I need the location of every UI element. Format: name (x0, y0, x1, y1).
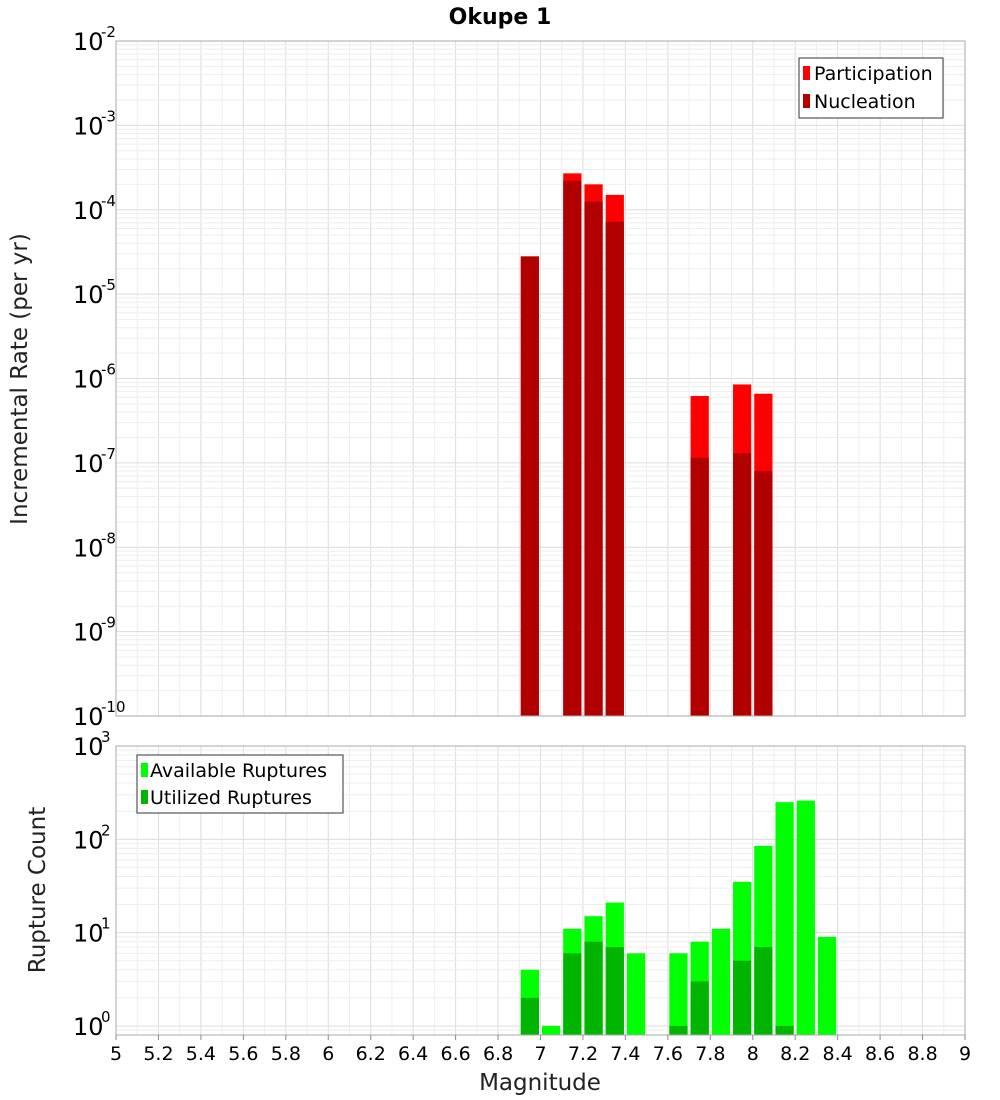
rate-bar-secondary (754, 471, 773, 716)
legend-label-available: Available Ruptures (150, 760, 327, 782)
count-y-tick-label: 10 (73, 733, 104, 761)
count-bar-primary (669, 953, 688, 1035)
rate-y-tick-label: 10 (73, 703, 104, 731)
count-bar-secondary (605, 947, 624, 1035)
x-tick-label: 5.4 (186, 1043, 216, 1065)
rate-y-tick-exponent: -5 (101, 276, 116, 294)
rate-legend: Participation Nucleation (798, 57, 944, 119)
rate-grid (115, 40, 966, 717)
rate-y-tick-label: 10 (73, 197, 104, 225)
x-tick-label: 8.8 (907, 1043, 937, 1065)
rate-y-tick-exponent: -6 (101, 361, 116, 379)
rate-bar-secondary (733, 453, 752, 716)
rate-legend-box (798, 57, 944, 119)
legend-swatch-nucleation (803, 94, 810, 108)
rate-bar-secondary (584, 201, 603, 716)
legend-label-nucleation: Nucleation (814, 91, 916, 113)
count-bar-secondary (690, 981, 709, 1035)
count-y-tick-exponent: 1 (101, 915, 111, 933)
count-bar-secondary (775, 1025, 794, 1035)
x-tick-label: 5 (110, 1043, 122, 1065)
rate-y-tick-label: 10 (73, 28, 104, 56)
rate-y-tick-label: 10 (73, 619, 104, 647)
rate-y-tick-exponent: -3 (101, 107, 116, 125)
rate-plot-frame (115, 40, 966, 717)
count-bar-secondary (563, 953, 582, 1035)
count-bar-primary (626, 953, 646, 1035)
count-y-tick-label: 10 (73, 920, 104, 948)
x-tick-label: 7.4 (610, 1043, 640, 1065)
x-axis-label: Magnitude (479, 1070, 601, 1096)
x-tick-label: 5.8 (271, 1043, 301, 1065)
x-tick-label: 6.8 (483, 1043, 513, 1065)
x-tick-label: 9 (959, 1043, 971, 1065)
count-bar-secondary (669, 1025, 688, 1035)
count-y-tick-exponent: 3 (101, 728, 111, 746)
x-tick-label: 6 (322, 1043, 334, 1065)
x-tick-label: 5.2 (143, 1043, 173, 1065)
legend-swatch-participation (803, 66, 810, 80)
rate-y-axis-label: Incremental Rate (per yr) (7, 233, 33, 525)
x-tick-label: 6.6 (440, 1043, 470, 1065)
x-tick-label: 6.2 (356, 1043, 386, 1065)
count-bar-primary (542, 1025, 561, 1035)
rate-y-tick-exponent: -9 (101, 614, 116, 632)
count-bar-primary (775, 802, 794, 1035)
count-y-tick-exponent: 0 (101, 1008, 111, 1026)
count-legend: Available Ruptures Utilized Ruptures (136, 754, 344, 814)
rate-bar-secondary (520, 256, 539, 716)
x-tick-label: 7.6 (653, 1043, 683, 1065)
count-bar-secondary (733, 960, 752, 1035)
rate-y-tick-exponent: -4 (101, 192, 116, 210)
x-tick-label: 8.2 (780, 1043, 810, 1065)
rate-y-tick-label: 10 (73, 534, 104, 562)
x-tick-label: 8.6 (865, 1043, 895, 1065)
legend-label-participation: Participation (814, 63, 933, 85)
count-y-tick-label: 10 (73, 1013, 104, 1041)
legend-swatch-utilized (141, 790, 148, 804)
chart-title: Okupe 1 (449, 5, 552, 30)
count-bar-secondary (584, 941, 603, 1035)
count-bars (520, 800, 837, 1035)
x-tick-label: 8 (747, 1043, 759, 1065)
count-y-tick-label: 10 (73, 826, 104, 854)
rate-y-tick-label: 10 (73, 450, 104, 478)
rate-bar-secondary (605, 221, 624, 716)
count-legend-box (136, 754, 344, 814)
rate-bar-secondary (690, 457, 709, 716)
rate-y-tick-label: 10 (73, 112, 104, 140)
count-bar-secondary (520, 997, 539, 1035)
x-tick-label: 6.4 (398, 1043, 428, 1065)
rate-bars (520, 173, 773, 717)
legend-swatch-available (141, 763, 148, 777)
x-tick-label: 7 (534, 1043, 546, 1065)
count-bar-primary (796, 800, 815, 1035)
count-bar-secondary (754, 947, 773, 1035)
rate-y-tick-label: 10 (73, 281, 104, 309)
count-x-ticks: 5 5.2 5.4 5.6 5.8 6 6.2 6.4 6.6 6.8 7 7.2 7.4 7.6 7.8 8… (110, 1035, 971, 1065)
rate-y-tick-exponent: -2 (101, 23, 116, 41)
rate-y-tick-exponent: -8 (101, 529, 116, 547)
legend-label-utilized: Utilized Ruptures (150, 787, 312, 809)
rate-y-tick-exponent: -7 (101, 445, 116, 463)
count-y-axis-label: Rupture Count (25, 807, 51, 973)
x-tick-label: 5.6 (228, 1043, 258, 1065)
count-bar-primary (711, 928, 731, 1035)
x-tick-label: 7.2 (568, 1043, 598, 1065)
rate-bar-secondary (563, 180, 582, 716)
rate-y-tick-exponent: -10 (101, 698, 126, 716)
rate-y-tick-label: 10 (73, 366, 104, 394)
count-y-tick-exponent: 2 (101, 821, 111, 839)
x-tick-label: 7.8 (695, 1043, 725, 1065)
count-bar-primary (817, 936, 837, 1035)
x-tick-label: 8.4 (823, 1043, 853, 1065)
